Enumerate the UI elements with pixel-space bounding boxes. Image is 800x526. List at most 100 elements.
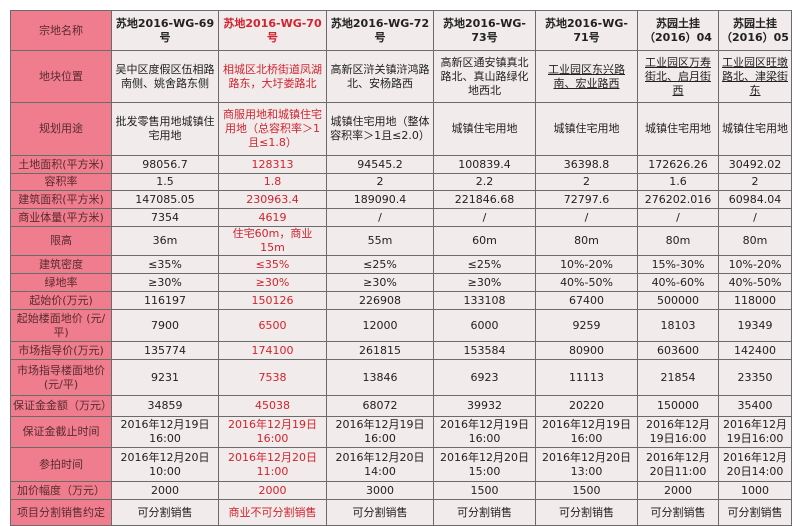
cell: 11113 — [535, 359, 638, 396]
cell: 城镇住宅用地（整体容积率＞1且≤2.0） — [326, 102, 434, 156]
cell: 3000 — [326, 481, 434, 500]
cell: 55m — [326, 226, 434, 256]
column-header: 苏地2016-WG-72号 — [326, 10, 434, 51]
cell: 2 — [535, 173, 638, 191]
cell: 2000 — [111, 481, 219, 500]
table-row: 加价幅度（万元） 2000 2000 3000 1500 1500 2000 1… — [10, 481, 792, 500]
land-auction-table: 宗地名称 苏地2016-WG-69号 苏地2016-WG-70号 苏地2016-… — [10, 10, 792, 526]
cell: ≥30% — [218, 273, 327, 292]
cell: 18103 — [637, 309, 719, 342]
cell: ≤35% — [218, 255, 327, 274]
table-row: 市场指导楼面地价(元/平) 9231 7538 13846 6923 11113… — [10, 359, 792, 396]
cell: 可分割销售 — [535, 499, 638, 526]
table-row: 起始楼面地价 (元/平) 7900 6500 12000 6000 9259 1… — [10, 309, 792, 342]
cell-link[interactable]: 工业园区万寿街北、启月街西 — [637, 50, 719, 103]
cell: 128313 — [218, 155, 327, 174]
column-header: 苏园土挂（2016）04 — [637, 10, 719, 51]
cell: 6923 — [433, 359, 536, 396]
row-label: 保证金截止时间 — [10, 416, 112, 448]
cell: ≤25% — [433, 255, 536, 274]
cell: 2016年12月19日16:00 — [326, 416, 434, 448]
cell: 150126 — [218, 291, 327, 310]
cell: 68072 — [326, 395, 434, 417]
cell: 21854 — [637, 359, 719, 396]
table-row: 市场指导价(万元) 135774 174100 261815 153584 80… — [10, 341, 792, 360]
cell: 94545.2 — [326, 155, 434, 174]
cell: 吴中区度假区伍相路南侧、姚舍路东侧 — [111, 50, 219, 103]
cell: 2016年12月19日16:00 — [637, 416, 719, 448]
cell: 19349 — [718, 309, 792, 342]
cell: 6000 — [433, 309, 536, 342]
cell: 133108 — [433, 291, 536, 310]
cell: 2016年12月19日16:00 — [718, 416, 792, 448]
cell: 4619 — [218, 208, 327, 227]
row-label: 容积率 — [10, 173, 112, 191]
cell: 40%-50% — [535, 273, 638, 292]
row-label: 市场指导楼面地价(元/平) — [10, 359, 112, 396]
cell: 2016年12月19日16:00 — [111, 416, 219, 448]
cell: 45038 — [218, 395, 327, 417]
cell: 30492.02 — [718, 155, 792, 174]
cell: 40%-60% — [637, 273, 719, 292]
cell: 80m — [718, 226, 792, 256]
cell: 135774 — [111, 341, 219, 360]
row-label: 建筑密度 — [10, 255, 112, 274]
table-row: 土地面积(平方米) 98056.7 128313 94545.2 100839.… — [10, 155, 792, 174]
cell: ≥30% — [326, 273, 434, 292]
cell: 高新区浒关镇浒鸿路北、安杨路西 — [326, 50, 434, 103]
table-row: 规划用途 批发零售用地城镇住宅用地 商服用地和城镇住宅用地（总容积率＞1且≤1.… — [10, 102, 792, 156]
cell: 城镇住宅用地 — [718, 102, 792, 156]
table-row: 绿地率 ≥30% ≥30% ≥30% ≥30% 40%-50% 40%-60% … — [10, 273, 792, 292]
column-header: 苏地2016-WG-71号 — [535, 10, 638, 51]
cell: 城镇住宅用地 — [637, 102, 719, 156]
cell: 10%-20% — [535, 255, 638, 274]
cell: 可分割销售 — [433, 499, 536, 526]
cell: 142400 — [718, 341, 792, 360]
cell: 150000 — [637, 395, 719, 417]
cell-link[interactable]: 工业园区东兴路南、宏业路西 — [535, 50, 638, 103]
cell: 1.5 — [111, 173, 219, 191]
cell-link[interactable]: 工业园区旺墩路北、津梁街东 — [718, 50, 792, 103]
cell: 1.8 — [218, 173, 327, 191]
cell: 12000 — [326, 309, 434, 342]
cell: 9231 — [111, 359, 219, 396]
cell: 1000 — [718, 481, 792, 500]
cell: 可分割销售 — [111, 499, 219, 526]
cell: 城镇住宅用地 — [535, 102, 638, 156]
cell: 80900 — [535, 341, 638, 360]
cell: 23350 — [718, 359, 792, 396]
column-header: 苏地2016-WG-69号 — [111, 10, 219, 51]
cell: 高新区通安镇真北路北、真山路绿化地西北 — [433, 50, 536, 103]
column-header: 苏地2016-WG-73号 — [433, 10, 536, 51]
row-label: 项目分割销售约定 — [10, 499, 112, 526]
cell: 118000 — [718, 291, 792, 310]
table-row: 限高 36m 住宅60m，商业15m 55m 60m 80m 80m 80m — [10, 226, 792, 256]
row-label: 市场指导价(万元) — [10, 341, 112, 360]
cell: 2016年12月20日14:00 — [718, 447, 792, 482]
table-row: 容积率 1.5 1.8 2 2.2 2 1.6 2 — [10, 173, 792, 191]
table-row: 保证金截止时间 2016年12月19日16:00 2016年12月19日16:0… — [10, 416, 792, 448]
cell: / — [535, 208, 638, 227]
cell: 1500 — [535, 481, 638, 500]
row-label: 地块位置 — [10, 50, 112, 103]
cell: / — [637, 208, 719, 227]
cell: 500000 — [637, 291, 719, 310]
row-label: 宗地名称 — [10, 10, 112, 51]
cell: 72797.6 — [535, 190, 638, 209]
cell: 80m — [637, 226, 719, 256]
cell: 39932 — [433, 395, 536, 417]
cell: 36m — [111, 226, 219, 256]
cell: 80m — [535, 226, 638, 256]
cell: 40%-50% — [718, 273, 792, 292]
row-label: 建筑面积(平方米) — [10, 190, 112, 209]
column-header: 苏园土挂（2016）05 — [718, 10, 792, 51]
cell: 603600 — [637, 341, 719, 360]
cell: / — [433, 208, 536, 227]
cell: 147085.05 — [111, 190, 219, 209]
cell: 276202.016 — [637, 190, 719, 209]
table-row: 建筑面积(平方米) 147085.05 230963.4 189090.4 22… — [10, 190, 792, 209]
cell: 商业不可分割销售 — [218, 499, 327, 526]
cell: 34859 — [111, 395, 219, 417]
row-label: 保证金金额（万元） — [10, 395, 112, 417]
cell: 7354 — [111, 208, 219, 227]
